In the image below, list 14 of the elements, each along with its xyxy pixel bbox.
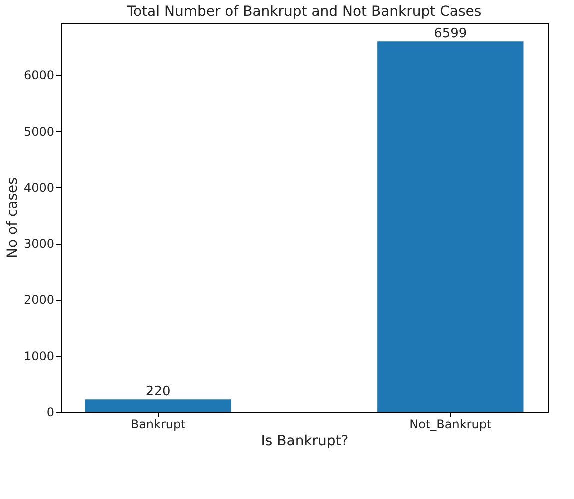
y-tick-label: 2000 bbox=[24, 293, 54, 308]
data-label: 220 bbox=[146, 384, 171, 400]
y-tick-label: 6000 bbox=[24, 68, 54, 83]
y-tick-label: 1000 bbox=[24, 349, 54, 364]
data-label: 6599 bbox=[434, 26, 468, 42]
y-tick-label: 0 bbox=[46, 406, 54, 420]
y-tick-label: 4000 bbox=[24, 180, 54, 195]
x-tick-label: Bankrupt bbox=[130, 418, 186, 432]
y-tick-label: 5000 bbox=[24, 124, 54, 139]
y-axis-title: No of cases bbox=[4, 178, 21, 258]
x-tick-label: Not_Bankrupt bbox=[410, 418, 492, 432]
x-axis-title: Is Bankrupt? bbox=[261, 434, 349, 450]
y-tick-label: 3000 bbox=[24, 237, 54, 252]
chart-title: Total Number of Bankrupt and Not Bankrupt Cases bbox=[126, 4, 482, 20]
